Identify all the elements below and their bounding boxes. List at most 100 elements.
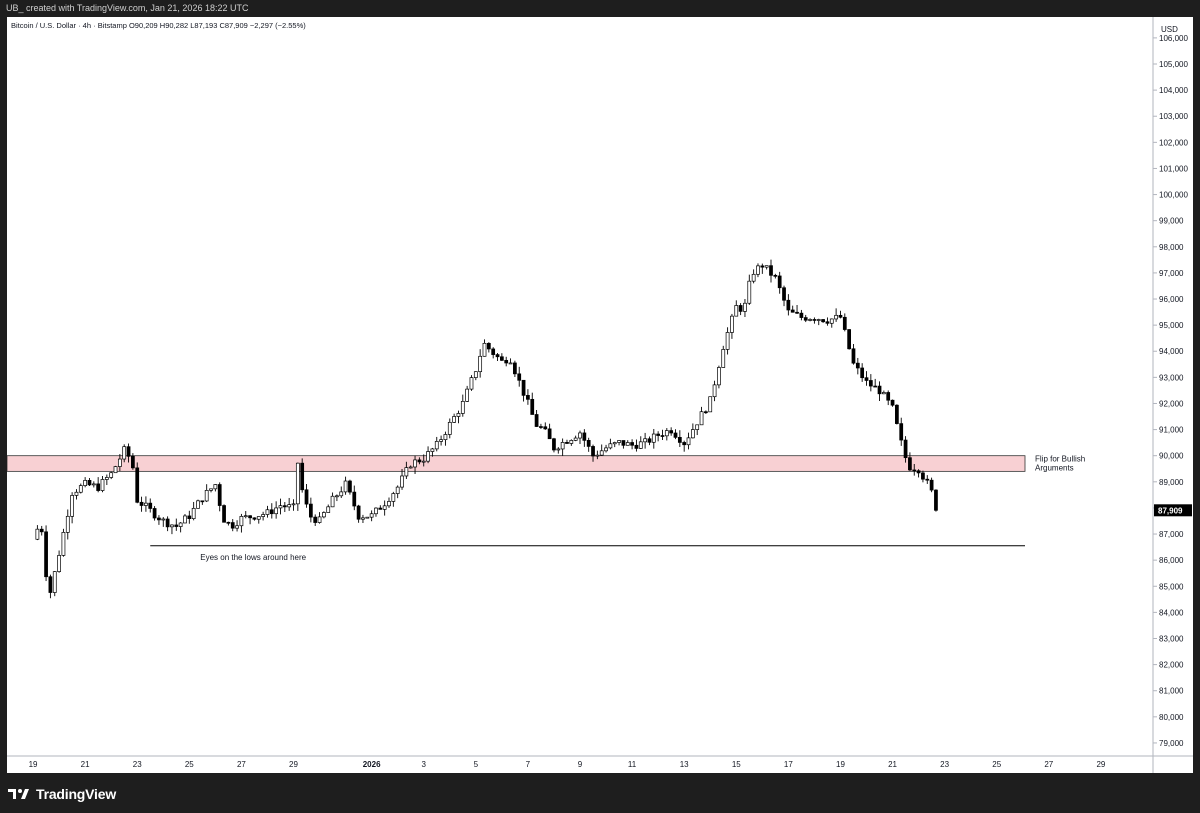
candle-down [252,517,257,520]
candle-down [873,385,878,388]
candle-down [647,438,652,443]
candle-down [87,480,92,486]
candle-up [764,265,769,268]
candle-up [756,265,760,275]
candle-up [287,504,292,508]
candle-down [543,426,548,430]
candle-down [491,348,496,355]
candle-down [135,467,140,503]
candle-up [330,495,335,508]
candle-down [48,576,53,593]
candle-down [308,503,313,518]
candle-down [786,299,791,311]
price-tick-label: 102,000 [1159,138,1188,147]
symbol-info-line: Bitcoin / U.S. Dollar · 4h · Bitstamp O9… [11,21,306,30]
candle-up [109,472,114,478]
price-tick-label: 104,000 [1159,86,1188,95]
candle-down [934,489,938,511]
time-tick-label: 7 [526,760,531,769]
candle-down [899,423,904,441]
last-price-label: 87,909 [1158,506,1183,515]
flip-zone-label: Arguments [1035,464,1074,473]
time-tick-label: 19 [836,760,845,769]
price-tick-label: 93,000 [1159,373,1184,382]
candle-up [183,515,187,524]
candle-down [547,428,552,440]
candle-down [929,479,934,491]
candle-up [274,507,279,515]
candle-up [730,315,734,333]
price-tick-label: 100,000 [1159,191,1188,200]
candle-down [886,392,891,401]
candle-up [708,396,713,413]
candle-up [91,483,96,486]
candle-up [382,505,387,510]
candle-down [738,305,743,312]
price-tick-label: 79,000 [1159,739,1184,748]
candle-down [660,435,665,437]
candle-up [326,506,331,513]
candle-down [157,517,161,521]
time-tick-label: 27 [237,760,246,769]
candle-down [877,385,882,395]
candle-up [83,480,88,486]
price-tick-label: 90,000 [1159,452,1184,461]
candle-down [812,319,817,321]
candle-up [712,384,717,398]
price-tick-label: 83,000 [1159,634,1184,643]
time-tick-label: 9 [578,760,583,769]
candle-down [348,480,352,493]
candle-down [903,439,908,459]
price-axis-unit: USD [1161,25,1178,34]
candle-up [113,466,118,474]
candle-down [165,518,170,528]
candle-up [100,479,105,491]
candle-down [860,367,865,379]
last-price-badge [1154,504,1192,517]
candle-up [617,440,621,443]
candle-down [673,432,678,438]
candle-up [70,495,74,517]
candle-up [278,505,283,509]
time-tick-label: 21 [81,760,90,769]
candle-down [495,354,500,358]
candle-up [235,525,239,529]
candle-down [825,321,830,324]
candle-down [821,319,825,323]
price-tick-label: 87,000 [1159,530,1184,539]
candle-down [513,362,517,375]
candle-down [139,501,144,506]
candle-up [395,486,400,494]
candle-up [465,388,470,402]
candle-up [721,349,726,368]
candle-down [504,359,509,364]
tradingview-logo-icon [8,789,29,799]
price-tick-label: 86,000 [1159,556,1184,565]
candle-down [586,440,591,447]
price-tick-label: 81,000 [1159,687,1184,696]
candle-up [204,490,209,502]
candle-down [773,274,778,277]
candle-up [317,516,322,523]
candle-up [261,514,265,517]
candle-up [74,491,79,496]
candle-up [717,367,721,386]
candle-down [131,455,135,469]
price-tick-label: 94,000 [1159,347,1184,356]
candle-up [578,432,582,439]
candle-up [117,458,122,467]
candle-up [78,485,83,493]
candle-up [473,371,478,378]
lows-level-label: Eyes on the lows around here [200,553,306,562]
time-tick-label: 25 [992,760,1001,769]
candle-down [230,522,235,529]
candle-down [782,287,786,301]
header-bar: UB_ created with TradingView.com, Jan 21… [0,0,1200,17]
price-tick-label: 98,000 [1159,243,1184,252]
candle-up [178,522,183,527]
candle-up [57,555,61,572]
candle-up [144,502,148,506]
price-tick-label: 106,000 [1159,34,1188,43]
